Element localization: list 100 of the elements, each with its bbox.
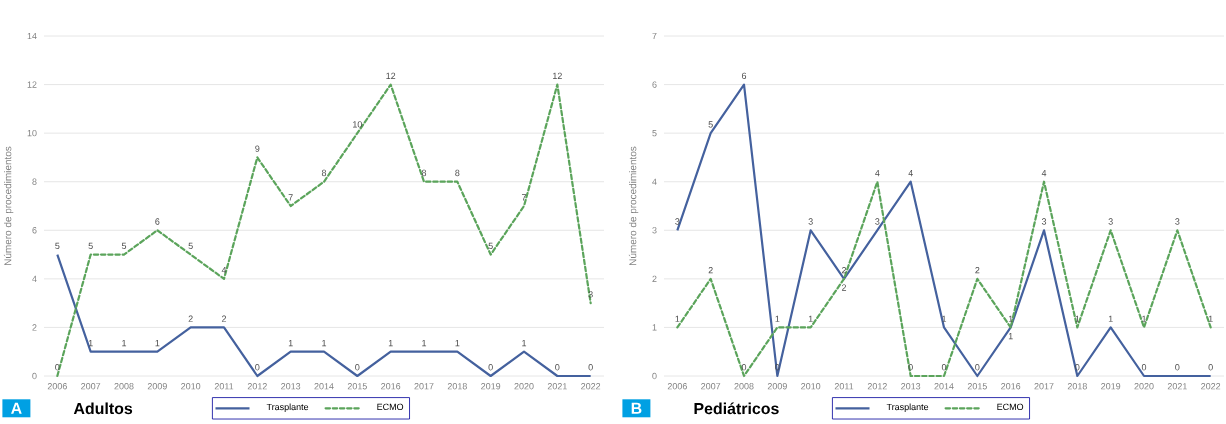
data-label: 0 (555, 364, 560, 371)
data-label: 1 (88, 339, 93, 347)
data-label: 1 (1108, 315, 1113, 322)
data-label: 5 (488, 242, 493, 249)
data-label: 0 (941, 364, 947, 371)
y-tick-label: 1 (652, 324, 657, 331)
x-tick-label: 2017 (1034, 383, 1054, 390)
legend-label: Trasplante (266, 403, 309, 412)
data-label: 4 (1041, 169, 1047, 177)
data-label: 9 (255, 145, 260, 152)
data-label: 0 (775, 364, 780, 371)
data-label: 2 (841, 267, 847, 274)
x-tick-label: 2007 (701, 383, 721, 390)
data-label: 4 (875, 169, 880, 177)
data-label: 1 (1008, 315, 1013, 322)
x-tick-label: 2007 (81, 383, 101, 390)
data-label: 1 (808, 315, 813, 322)
data-label: 1 (155, 339, 160, 347)
x-tick-label: 2019 (481, 383, 501, 390)
x-tick-label: 2011 (834, 383, 854, 390)
y-tick-label: 8 (32, 178, 37, 185)
x-tick-label: 2017 (414, 383, 434, 390)
x-tick-label: 2022 (1201, 383, 1221, 390)
y-tick-label: 2 (32, 324, 37, 331)
y-tick-label: 2 (652, 275, 657, 282)
data-label: 5 (708, 121, 713, 128)
data-label: 1 (122, 339, 127, 347)
x-tick-label: 2016 (381, 383, 401, 390)
data-label: 3 (1175, 218, 1180, 225)
data-label: 1 (1075, 315, 1080, 322)
data-label: 1 (422, 339, 427, 347)
data-label: 5 (121, 242, 127, 249)
text: B (631, 402, 642, 414)
x-tick-label: 2013 (901, 383, 921, 390)
data-label: 0 (975, 364, 980, 371)
data-label: 3 (808, 218, 813, 225)
x-tick-label: 2009 (147, 383, 167, 390)
data-label: 5 (88, 242, 93, 249)
x-tick-label: 2010 (801, 383, 821, 390)
data-label: 4 (221, 267, 227, 274)
line-series (676, 180, 1212, 378)
x-tick-label: 2021 (547, 383, 567, 390)
y-axis-title: Número de procedimientos (628, 146, 639, 265)
x-tick-label: 2018 (447, 383, 467, 390)
legend-label: ECMO (377, 403, 404, 411)
data-label: 0 (488, 364, 493, 371)
data-label: 1 (522, 339, 527, 347)
x-tick-label: 2012 (867, 383, 887, 390)
y-tick-label: 14 (27, 32, 37, 40)
data-label: 1 (1142, 315, 1147, 322)
y-tick-label: 6 (32, 227, 37, 234)
y-tick-label: 6 (652, 81, 657, 88)
y-tick-label: 7 (652, 32, 657, 40)
data-label: 0 (355, 364, 360, 371)
data-label: 1 (942, 315, 947, 322)
data-label: 6 (155, 218, 160, 225)
x-tick-label: 2006 (667, 383, 687, 390)
data-label: 0 (741, 364, 747, 371)
x-tick-label: 2018 (1067, 383, 1087, 390)
data-label: 7 (521, 194, 527, 201)
y-tick-label: 10 (27, 129, 37, 137)
x-tick-label: 2008 (114, 383, 134, 390)
text: Pediátricos (694, 402, 779, 415)
y-tick-label: 4 (32, 275, 37, 282)
x-tick-label: 2014 (934, 383, 954, 390)
x-tick-label: 2020 (1134, 383, 1154, 390)
data-label: 2 (975, 267, 980, 274)
x-tick-label: 2008 (734, 383, 754, 390)
x-tick-label: 2016 (1001, 383, 1021, 390)
data-label: 1 (1208, 315, 1213, 322)
data-label: 12 (386, 72, 396, 79)
x-tick-label: 2019 (1101, 383, 1121, 390)
data-label: 8 (455, 169, 460, 177)
data-label: 0 (1075, 364, 1080, 371)
data-label: 8 (421, 169, 427, 177)
data-label: 1 (1008, 333, 1013, 340)
data-label: 0 (1208, 364, 1213, 371)
data-label: 4 (908, 169, 913, 177)
data-label: 0 (908, 364, 913, 371)
data-label: 1 (322, 339, 327, 347)
y-tick-label: 3 (652, 227, 657, 234)
legend-label: ECMO (997, 403, 1024, 411)
data-label: 2 (841, 284, 847, 291)
x-tick-label: 2012 (247, 383, 267, 390)
data-label: 1 (388, 339, 393, 347)
data-label: 0 (1141, 364, 1147, 371)
y-tick-label: 4 (652, 178, 657, 185)
x-tick-label: 2015 (967, 383, 987, 390)
data-label: 3 (588, 291, 593, 298)
text: Adultos (73, 402, 133, 415)
x-tick-label: 2010 (181, 383, 201, 390)
data-label: 2 (708, 267, 713, 274)
y-tick-label: 5 (652, 130, 657, 137)
x-tick-label: 2020 (514, 383, 534, 390)
data-label: 5 (55, 242, 60, 249)
data-label: 7 (288, 194, 293, 201)
data-label: 2 (221, 315, 227, 322)
data-label: 0 (55, 364, 60, 371)
x-tick-label: 2013 (281, 383, 301, 390)
data-label: 1 (455, 339, 460, 347)
